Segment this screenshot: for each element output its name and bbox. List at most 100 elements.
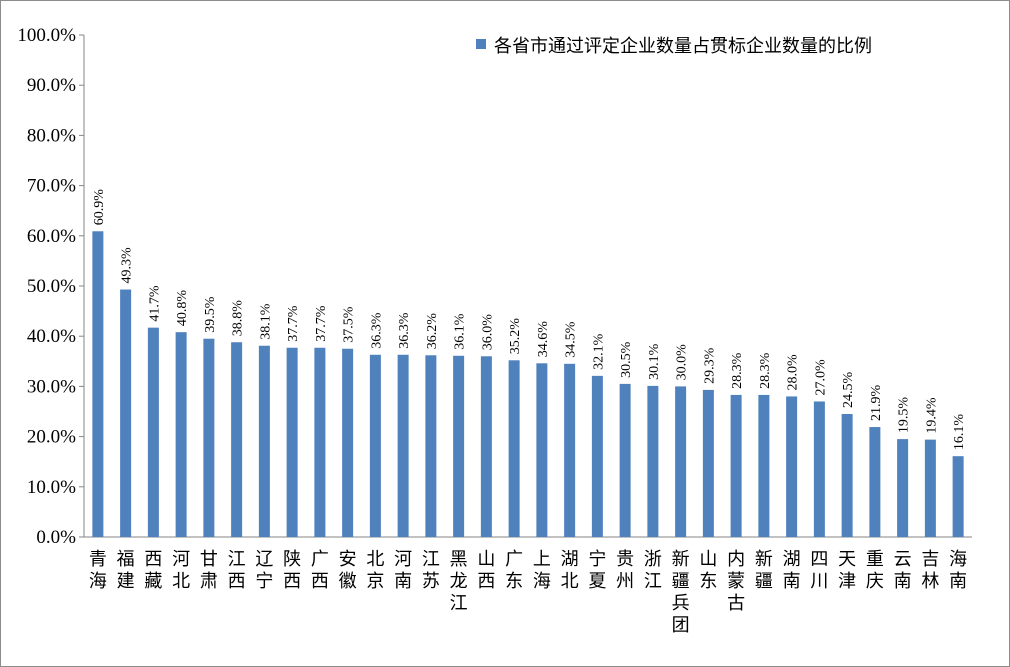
category-label-char: 津 — [838, 571, 856, 592]
data-label: 37.7% — [314, 305, 329, 342]
bars — [92, 231, 964, 538]
category-label-char: 海 — [89, 571, 107, 592]
category-label-char: 河 — [394, 549, 412, 570]
category-label-char: 宁 — [588, 549, 606, 570]
y-tick-label: 80.0% — [27, 125, 76, 146]
category-label-char: 东 — [699, 571, 717, 592]
bar — [120, 289, 132, 537]
bar — [147, 327, 159, 537]
category-label-char: 北 — [561, 571, 579, 592]
category-label: 河北 — [172, 549, 190, 592]
category-label-char: 林 — [921, 571, 939, 592]
data-label: 24.5% — [841, 372, 856, 409]
data-label: 32.1% — [591, 333, 606, 370]
data-label: 28.0% — [786, 354, 801, 391]
y-tick-label: 90.0% — [27, 75, 76, 96]
category-label: 甘肃 — [200, 549, 218, 592]
category-label-char: 南 — [783, 571, 801, 592]
category-label: 广东 — [505, 549, 523, 592]
bar — [702, 389, 714, 537]
category-label-char: 贵 — [616, 549, 634, 570]
category-label: 吉林 — [921, 549, 939, 592]
category-label-char: 西 — [311, 571, 329, 592]
category-label-char: 天 — [838, 549, 856, 570]
bar — [841, 414, 853, 537]
data-label: 37.7% — [286, 305, 301, 342]
data-label: 30.1% — [647, 343, 662, 380]
category-label-char: 西 — [477, 571, 495, 592]
bar — [869, 427, 881, 537]
data-label: 29.3% — [702, 347, 717, 384]
category-label-char: 新 — [672, 549, 690, 570]
bar — [591, 375, 603, 537]
category-label-char: 疆 — [755, 571, 773, 592]
category-label: 云南 — [894, 549, 912, 592]
category-label-char: 甘 — [200, 549, 218, 570]
category-label: 江西 — [228, 549, 246, 592]
bar — [619, 383, 631, 537]
category-label: 陕西 — [283, 549, 301, 592]
bar — [952, 456, 964, 537]
legend-swatch — [476, 39, 486, 49]
category-label-char: 陕 — [283, 549, 301, 570]
category-label-char: 团 — [672, 615, 690, 636]
category-label-char: 南 — [949, 571, 967, 592]
legend: 各省市通过评定企业数量占贯标企业数量的比例 — [476, 36, 872, 57]
data-label: 36.0% — [480, 314, 495, 351]
category-label-char: 州 — [616, 571, 634, 592]
category-label-char: 江 — [450, 593, 468, 614]
category-label-char: 藏 — [144, 571, 162, 592]
category-label-char: 南 — [894, 571, 912, 592]
data-label: 34.5% — [564, 321, 579, 358]
legend-label: 各省市通过评定企业数量占贯标企业数量的比例 — [494, 36, 872, 57]
category-label-char: 重 — [866, 549, 884, 570]
category-label-char: 夏 — [588, 571, 606, 592]
axes: 0.0% 10.0% 20.0% 30.0% 40.0% 50.0% 60.0% 70.0% 8… — [17, 25, 972, 548]
y-tick-label: 30.0% — [27, 376, 76, 397]
category-label: 浙江 — [644, 549, 662, 592]
category-label-char: 福 — [117, 549, 135, 570]
category-label-char: 北 — [366, 549, 384, 570]
bar — [231, 342, 243, 537]
category-label-char: 江 — [644, 571, 662, 592]
data-label: 60.9% — [92, 189, 107, 226]
category-label-char: 山 — [477, 549, 495, 570]
category-label: 广西 — [311, 549, 329, 592]
bar — [397, 354, 409, 537]
category-label: 湖北 — [561, 549, 579, 592]
category-label: 重庆 — [866, 549, 884, 592]
data-label: 34.6% — [536, 321, 551, 358]
data-label: 39.5% — [203, 296, 218, 333]
bar — [897, 439, 909, 537]
data-label: 16.1% — [952, 414, 967, 451]
category-label-char: 内 — [727, 549, 745, 570]
category-label-char: 苏 — [422, 571, 440, 592]
y-tick-label: 50.0% — [27, 276, 76, 297]
category-label-char: 东 — [505, 571, 523, 592]
category-label-char: 兵 — [672, 593, 690, 614]
bar — [286, 347, 298, 537]
data-label: 36.3% — [397, 312, 412, 349]
category-label-char: 西 — [283, 571, 301, 592]
category-label-char: 南 — [394, 571, 412, 592]
data-label: 38.1% — [258, 303, 273, 340]
category-label: 贵州 — [616, 549, 634, 592]
category-label: 辽宁 — [255, 549, 273, 592]
bar — [258, 345, 270, 537]
category-label-char: 上 — [533, 549, 551, 570]
y-tick-label: 20.0% — [27, 427, 76, 448]
y-tick-label: 0.0% — [36, 527, 76, 548]
category-label-char: 新 — [755, 549, 773, 570]
category-label-char: 浙 — [644, 549, 662, 570]
bar — [314, 347, 326, 537]
data-label: 19.4% — [924, 397, 939, 434]
category-label-char: 蒙 — [727, 571, 745, 592]
category-label: 安徽 — [339, 549, 357, 592]
category-label: 西藏 — [144, 549, 162, 592]
bar — [758, 394, 770, 537]
data-label: 36.1% — [453, 313, 468, 350]
data-label: 38.8% — [231, 300, 246, 337]
category-label-char: 湖 — [561, 549, 579, 570]
category-label-char: 古 — [727, 593, 745, 614]
